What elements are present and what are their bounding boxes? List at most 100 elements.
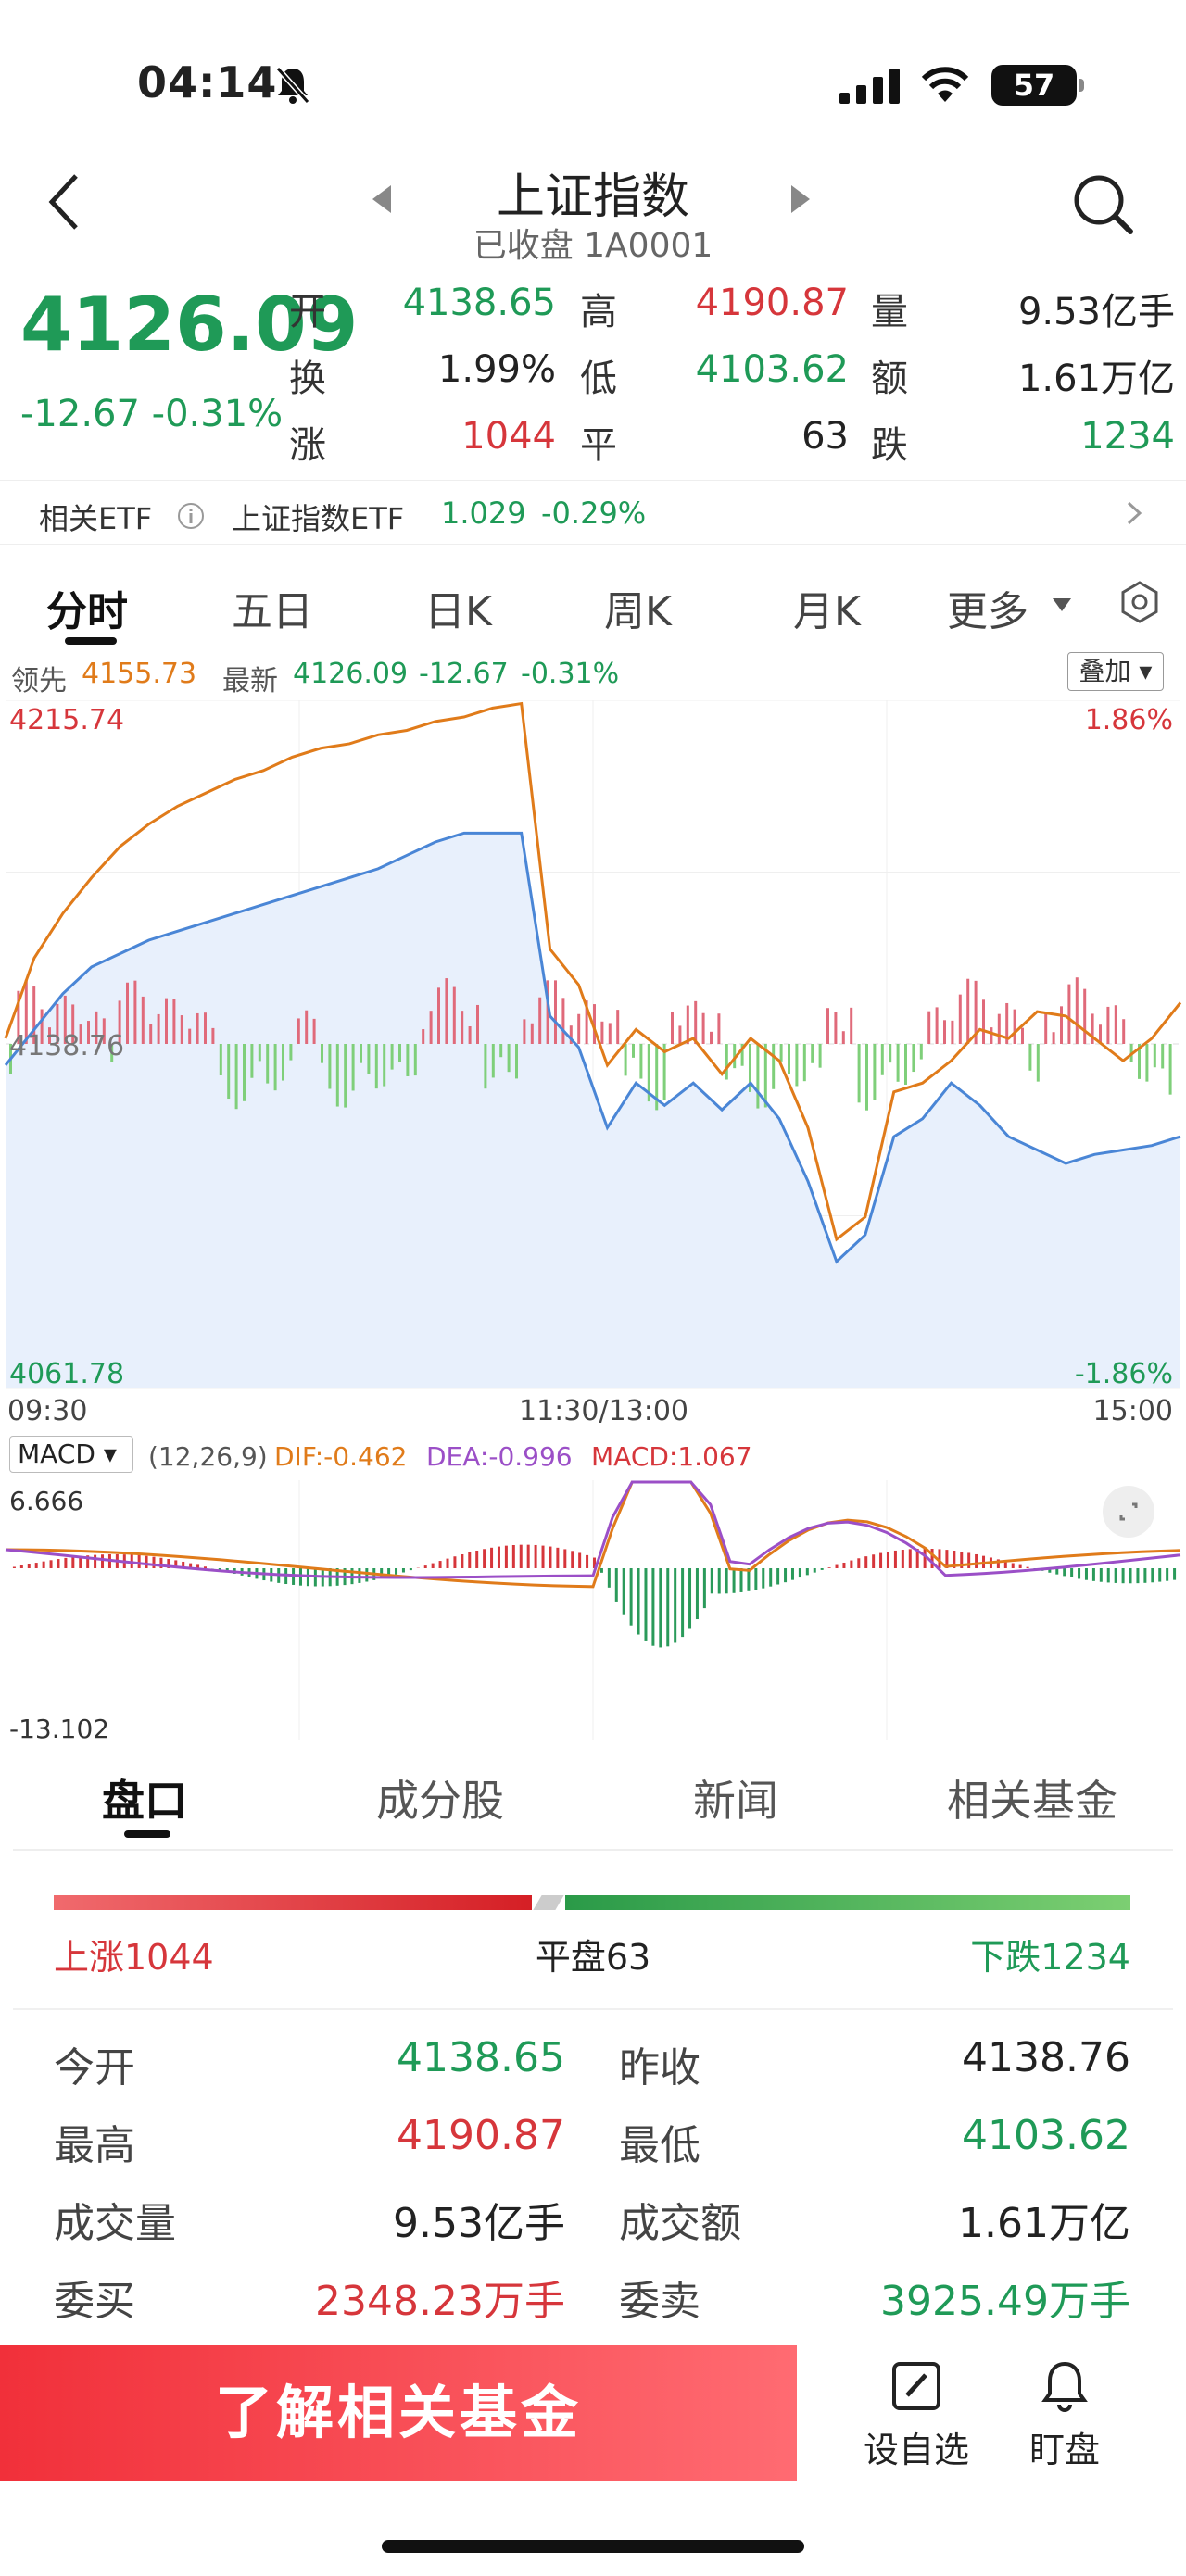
tab-order-book[interactable]: 盘口: [102, 1776, 187, 1826]
volume-bar: [188, 1028, 192, 1044]
lead-value: 4155.73: [82, 658, 197, 690]
volume-bar: [491, 1044, 495, 1078]
x-label-close: 15:00: [1092, 1395, 1173, 1427]
back-icon[interactable]: [46, 172, 83, 232]
stat-label: 低: [580, 358, 617, 400]
stat-value: 4103.62: [695, 348, 849, 391]
volume-bar: [367, 1044, 371, 1074]
macd-bar: [1114, 1568, 1117, 1583]
advance-bar: [54, 1895, 532, 1910]
volume-bar: [149, 1024, 153, 1044]
last-change: -12.67: [419, 658, 509, 690]
tab-monthly-k[interactable]: 月K: [793, 588, 861, 635]
macd-bar: [1166, 1568, 1169, 1581]
indicator-name: MACD: [18, 1439, 95, 1469]
macd-bar: [1084, 1568, 1088, 1580]
macd-y-max: 6.666: [9, 1486, 84, 1516]
tab-constituents[interactable]: 成分股: [376, 1776, 504, 1826]
tab-five-day[interactable]: 五日: [232, 588, 313, 635]
tab-news[interactable]: 新闻: [693, 1776, 778, 1826]
macd-header: MACD ▾ (12,26,9) DIF:-0.462 DEA:-0.996 M…: [0, 1434, 1186, 1480]
volume-bar: [102, 1018, 106, 1044]
macd-bar: [504, 1545, 508, 1568]
volume-bar: [749, 1044, 751, 1092]
macd-dea: DEA:-0.996: [426, 1441, 573, 1472]
macd-bar: [174, 1560, 178, 1568]
flat-bar: [533, 1895, 564, 1910]
quote-value: 3925.49万手: [880, 2278, 1130, 2325]
macd-bar: [717, 1568, 721, 1594]
macd-bar: [607, 1568, 611, 1588]
macd-bar: [901, 1550, 904, 1568]
intraday-chart[interactable]: [0, 700, 1186, 1423]
volume-bar: [71, 1004, 75, 1044]
macd-bar: [571, 1551, 574, 1568]
volume-bar: [374, 1044, 378, 1089]
macd-bar: [666, 1568, 670, 1647]
prev-index-icon[interactable]: [372, 185, 393, 213]
status-bar: 04:14 57: [0, 0, 1186, 167]
y-mid-label: 4138.76: [9, 1030, 125, 1062]
volume-bar: [951, 1020, 954, 1044]
tab-daily-k[interactable]: 日K: [424, 588, 492, 635]
volume-bar: [818, 1044, 822, 1068]
volume-bar: [157, 1013, 160, 1044]
macd-bar: [805, 1568, 809, 1576]
related-etf-bar[interactable]: 相关ETF 上证指数ETF 1.029 -0.29%: [0, 480, 1186, 545]
tab-related-funds[interactable]: 相关基金: [947, 1776, 1117, 1826]
volume-bar: [662, 1044, 666, 1100]
volume-bar: [40, 1009, 44, 1044]
macd-bar: [549, 1546, 552, 1568]
macd-chart[interactable]: [0, 1480, 1186, 1749]
macd-bar: [365, 1568, 369, 1582]
overlay-dropdown[interactable]: 叠加 ▾: [1067, 652, 1164, 691]
next-index-icon[interactable]: [789, 185, 810, 213]
volume-bar: [258, 1044, 261, 1062]
macd-bar: [637, 1568, 640, 1635]
market-breadth: 上涨1044 平盘63 下跌1234: [0, 1886, 1186, 1978]
macd-bar: [453, 1556, 457, 1568]
pct-min-label: -1.86%: [1074, 1358, 1173, 1390]
last-price: 4126.09: [20, 282, 359, 368]
macd-bar: [468, 1552, 472, 1568]
indicator-dropdown[interactable]: MACD ▾: [9, 1436, 133, 1473]
volume-bar: [632, 1044, 635, 1058]
volume-bar: [289, 1044, 293, 1061]
volume-bar: [1099, 1024, 1102, 1044]
volume-bar: [772, 1044, 776, 1089]
volume-bar: [811, 1044, 814, 1063]
settings-icon[interactable]: [1117, 580, 1162, 624]
macd-grid: [298, 1480, 888, 1740]
tab-weekly-k[interactable]: 周K: [604, 588, 672, 635]
macd-bar: [152, 1556, 156, 1568]
quote-label: 今开: [54, 2044, 135, 2092]
volume-bar: [943, 1020, 946, 1044]
macd-bar: [967, 1552, 971, 1568]
active-tab-indicator: [65, 637, 117, 645]
volume-bar: [196, 1012, 199, 1044]
volume-bar: [958, 994, 962, 1044]
volume-bar: [1013, 1009, 1016, 1044]
volume-bar: [841, 1031, 845, 1044]
stat-label: 跌: [871, 424, 908, 467]
volume-bar: [1161, 1044, 1165, 1069]
macd-bar: [674, 1568, 677, 1643]
monitor-button[interactable]: 盯盘: [1004, 2358, 1125, 2472]
macd-bar: [556, 1547, 560, 1568]
y-min-label: 4061.78: [9, 1358, 125, 1390]
volume-bar: [523, 1019, 526, 1044]
macd-bar: [563, 1549, 567, 1568]
volume-bar: [165, 998, 168, 1044]
tab-more[interactable]: 更多: [947, 588, 1028, 635]
macd-bar: [695, 1568, 699, 1620]
info-icon[interactable]: [176, 501, 206, 531]
search-icon[interactable]: [1071, 172, 1136, 237]
volume-bar: [990, 1027, 993, 1044]
volume-bar: [1028, 1044, 1032, 1071]
stat-label: 高: [580, 291, 617, 333]
add-watchlist-button[interactable]: 设自选: [856, 2358, 977, 2472]
learn-funds-button[interactable]: 了解相关基金: [0, 2345, 797, 2481]
expand-icon[interactable]: [1103, 1486, 1154, 1538]
volume-bar: [717, 1013, 721, 1044]
tab-intraday[interactable]: 分时: [46, 588, 128, 635]
